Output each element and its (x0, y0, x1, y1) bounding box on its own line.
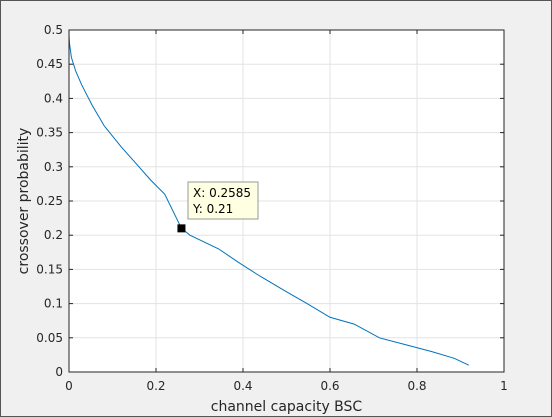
series-line (68, 29, 470, 366)
x-axis-label: channel capacity BSC (211, 399, 363, 415)
y-tick-label: 0.3 (44, 160, 63, 174)
y-tick-label: 0.35 (36, 126, 63, 140)
y-tick-label: 0.5 (44, 23, 63, 37)
datatip-y-value: Y: 0.21 (192, 202, 233, 216)
x-tick-label: 0.6 (320, 379, 339, 393)
y-tick-label: 0.05 (36, 331, 63, 345)
y-axis-label: crossover probability (16, 128, 32, 275)
y-tick-labels: 0 0.05 0.1 0.15 0.2 0.25 0.3 0.35 0.4 0.45 0.5 (36, 23, 63, 379)
datatip-marker[interactable] (177, 224, 186, 233)
datatip-x-value: X: 0.2585 (193, 186, 251, 200)
y-tick-label: 0.45 (36, 57, 63, 71)
x-tick-label: 0.2 (146, 379, 165, 393)
x-tick-label: 1 (500, 379, 508, 393)
y-tick-label: 0 (55, 365, 63, 379)
tick-marks (68, 29, 505, 373)
y-tick-label: 0.4 (44, 91, 63, 105)
x-tick-label: 0 (65, 379, 73, 393)
y-tick-label: 0.1 (44, 297, 63, 311)
x-tick-label: 0.4 (233, 379, 252, 393)
x-tick-label: 0.8 (407, 379, 426, 393)
series-layer (68, 29, 470, 366)
x-tick-labels: 0 0.2 0.4 0.6 0.8 1 (65, 379, 508, 393)
datatip-box[interactable]: X: 0.2585 Y: 0.21 (187, 181, 259, 220)
y-tick-label: 0.2 (44, 228, 63, 242)
y-tick-label: 0.25 (36, 194, 63, 208)
y-tick-label: 0.15 (36, 262, 63, 276)
datatip-background (187, 181, 259, 220)
